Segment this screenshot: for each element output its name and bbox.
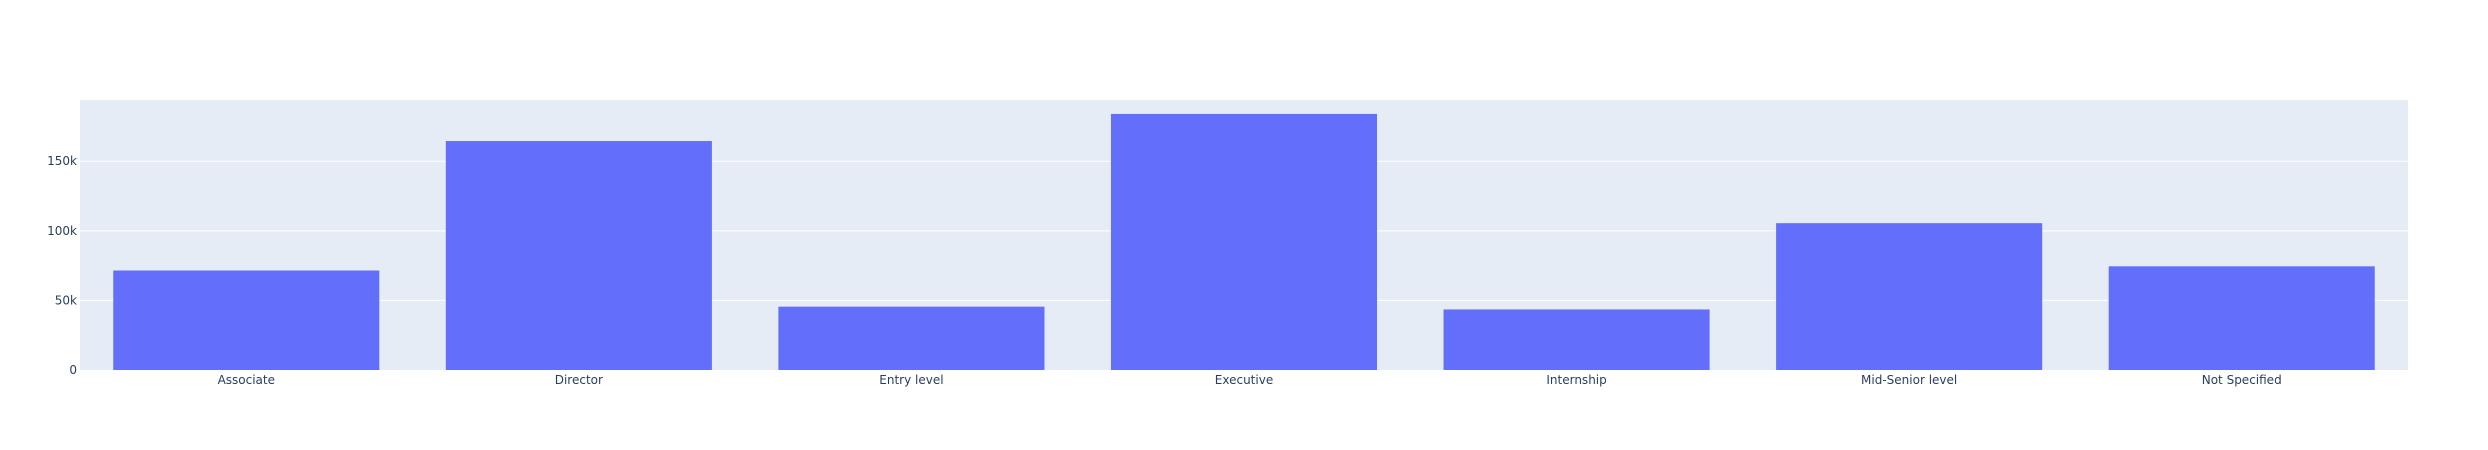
bar-associate[interactable]: [113, 270, 380, 370]
y-tick-label: 50k: [55, 293, 77, 307]
bar-director[interactable]: [445, 141, 712, 370]
bar-not-specified[interactable]: [2108, 266, 2375, 370]
x-tick-label: Entry level: [879, 373, 943, 387]
x-tick-label: Mid-Senior level: [1861, 373, 1957, 387]
bar-entry-level[interactable]: [778, 306, 1045, 370]
x-tick-label: Internship: [1546, 373, 1606, 387]
y-tick-label: 0: [69, 363, 77, 377]
x-tick-label: Associate: [218, 373, 275, 387]
y-tick-label: 150k: [47, 154, 77, 168]
x-tick-label: Director: [555, 373, 603, 387]
bar-internship[interactable]: [1443, 309, 1710, 370]
bar-executive[interactable]: [1110, 113, 1378, 370]
bar-mid-senior-level[interactable]: [1776, 223, 2043, 370]
x-axis-ticks: Associate Director Entry level Executive Int…: [218, 373, 2282, 387]
y-tick-label: 100k: [47, 224, 77, 238]
bars: [113, 113, 2375, 370]
y-axis-ticks: 0 50k 100k 150k: [47, 154, 77, 377]
x-tick-label: Executive: [1215, 373, 1273, 387]
x-tick-label: Not Specified: [2202, 373, 2282, 387]
